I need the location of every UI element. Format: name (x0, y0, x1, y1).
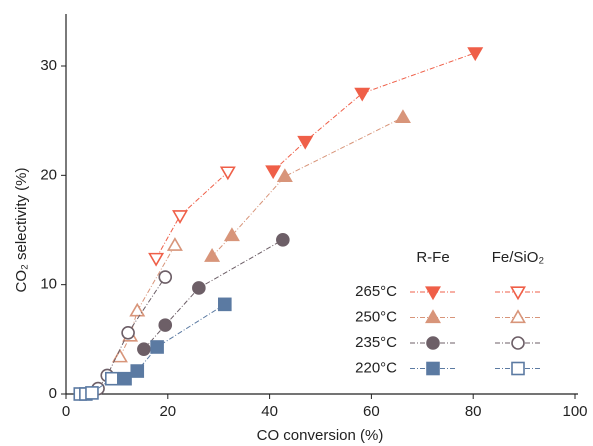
marker (158, 270, 173, 284)
marker (192, 281, 206, 295)
marker (121, 325, 135, 340)
legend-label: 265°C (355, 283, 397, 300)
marker (425, 309, 441, 324)
marker (137, 342, 151, 356)
series-line (211, 116, 404, 257)
marker (148, 252, 165, 267)
marker (426, 361, 440, 376)
marker (172, 210, 189, 224)
x-tick-label: 100 (562, 403, 587, 420)
legend-header: R-Fe (416, 249, 449, 266)
legend-label: 250°C (355, 308, 397, 325)
marker (219, 166, 236, 181)
marker (158, 318, 173, 332)
marker (511, 361, 525, 376)
y-tick-label: 20 (40, 166, 57, 183)
series-line (119, 245, 176, 358)
legend-label: 235°C (355, 334, 397, 351)
marker (511, 336, 525, 350)
legend-label: 220°C (355, 359, 397, 376)
x-tick-label: 60 (363, 403, 380, 420)
marker (426, 336, 440, 350)
marker (276, 233, 290, 247)
marker (276, 168, 293, 183)
series-line (155, 171, 229, 259)
x-tick-label: 0 (62, 403, 70, 420)
series-line (272, 52, 476, 172)
marker (394, 109, 411, 123)
marker (105, 371, 119, 386)
marker (218, 297, 232, 312)
marker (467, 47, 484, 62)
marker (204, 248, 221, 262)
marker (354, 87, 371, 102)
x-tick-label: 20 (159, 403, 176, 420)
x-tick-label: 40 (261, 403, 278, 420)
x-axis-label: CO conversion (%) (257, 427, 384, 444)
series-line (143, 239, 284, 350)
marker (265, 165, 282, 180)
marker (166, 237, 183, 251)
marker (130, 364, 145, 378)
marker (150, 340, 164, 354)
y-tick-label: 10 (40, 276, 57, 293)
marker (85, 386, 99, 400)
x-tick-label: 80 (465, 403, 482, 420)
marker (510, 286, 526, 301)
marker (118, 371, 132, 386)
y-tick-label: 30 (40, 57, 57, 74)
marker (297, 135, 314, 150)
marker (223, 227, 240, 242)
marker (510, 309, 526, 324)
marker (129, 302, 146, 317)
marker (425, 286, 441, 301)
legend-header: Fe/SiO₂ (492, 249, 545, 266)
y-axis-label: CO₂ selectivity (%) (13, 167, 30, 292)
y-tick-label: 0 (49, 385, 57, 402)
